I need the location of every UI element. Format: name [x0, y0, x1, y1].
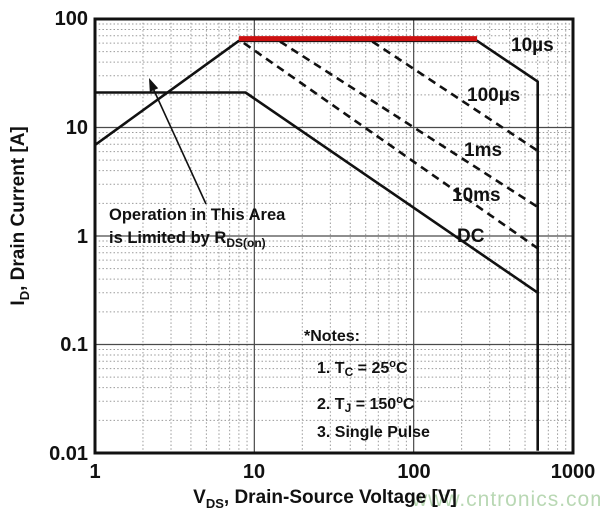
note-single-pulse: 3. Single Pulse — [317, 424, 430, 441]
y-tick-1: 1 — [76, 226, 88, 248]
note-tj: 2. TJ = 150oC — [317, 394, 415, 415]
curve-label-10ms: 10ms — [452, 185, 501, 206]
x-tick-1000: 1000 — [550, 461, 596, 483]
curve-label-100us: 100µs — [467, 85, 521, 106]
x-axis-title: VDS, Drain-Source Voltage [V] — [193, 487, 457, 511]
curve-label-1ms: 1ms — [464, 140, 503, 161]
annotation-line2: is Limited by R — [109, 229, 227, 247]
y-tick-0-01: 0.01 — [49, 443, 88, 465]
y-tick-100: 100 — [54, 8, 88, 30]
x-tick-100: 100 — [397, 461, 431, 483]
notes-title: *Notes: — [304, 328, 361, 345]
note-tc: 1. TC = 25oC — [317, 358, 408, 379]
y-tick-10: 10 — [65, 117, 88, 139]
annotation-line1: Operation in This Area — [109, 206, 286, 224]
y-tick-0-1: 0.1 — [60, 334, 88, 356]
curve-label-dc: DC — [457, 226, 485, 247]
annotation-line2-subscript: DS(on) — [226, 236, 266, 250]
x-tick-10: 10 — [242, 461, 266, 483]
rdson-annotation: Operation in This Area is Limited by RDS… — [109, 204, 285, 255]
curve-label-10us: 10µs — [511, 35, 554, 56]
watermark: www.cntronics.com — [412, 488, 600, 511]
x-tick-1: 1 — [89, 461, 101, 483]
y-axis-title: ID, Drain Current [A] — [8, 126, 32, 306]
notes-block: *Notes: 1. TC = 25oC 2. TJ = 150oC 3. Si… — [304, 328, 484, 448]
